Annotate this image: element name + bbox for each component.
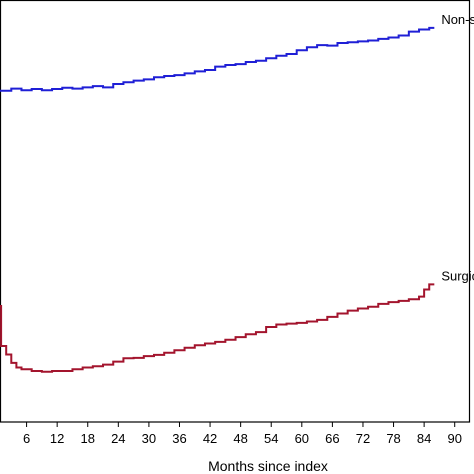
x-tick-label: 78 — [386, 431, 400, 446]
x-tick-label: 24 — [111, 431, 125, 446]
plot-frame — [0, 0, 471, 423]
series-lines — [0, 26, 435, 373]
x-tick-label: 42 — [203, 431, 217, 446]
x-tick-label: 54 — [264, 431, 278, 446]
x-tick-label: 18 — [81, 431, 95, 446]
x-tick-label: 36 — [172, 431, 186, 446]
x-tick-label: 90 — [447, 431, 461, 446]
series-labels: Non-su Surgica — [441, 12, 474, 284]
x-tick-label: 6 — [23, 431, 30, 446]
x-tick-label: 84 — [417, 431, 431, 446]
x-tick-label: 60 — [295, 431, 309, 446]
x-axis-title: Months since index — [208, 458, 328, 474]
x-tick-label: 72 — [356, 431, 370, 446]
series-label: Surgica — [441, 268, 474, 283]
x-tick-label: 48 — [233, 431, 247, 446]
x-tick-label: 30 — [142, 431, 156, 446]
x-tick-label: 12 — [50, 431, 64, 446]
axes: 6 12 18 24 30 36 42 48 54 60 66 72 78 84 90 — [0, 0, 471, 446]
series-line-non-surgical — [0, 26, 435, 92]
series-label: Non-su — [441, 12, 474, 27]
x-tick-label: 66 — [325, 431, 339, 446]
series-line-surgical — [0, 283, 435, 373]
